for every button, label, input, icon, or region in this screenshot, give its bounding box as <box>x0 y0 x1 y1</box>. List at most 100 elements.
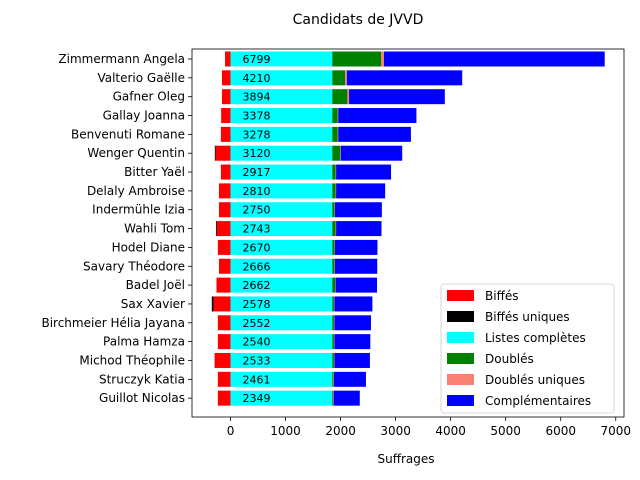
bar-biffes-hodel-diane <box>217 239 231 255</box>
x-tick-label-7000: 7000 <box>600 424 631 438</box>
bar-doubles-uniques-badel-joel <box>335 277 336 293</box>
bar-doubles-badel-joel <box>332 277 336 293</box>
bar-complementaires-palma-hamza <box>334 334 371 350</box>
y-tick-label-valterio-gaelle: Valterio Gaëlle <box>97 71 185 85</box>
data-label-hodel-diane: 2670 <box>243 241 271 254</box>
data-label-benvenuti-romane: 3278 <box>243 128 271 141</box>
bar-doubles-sax-xavier <box>332 296 334 312</box>
data-label-michod-theophile: 2533 <box>243 354 271 367</box>
legend-swatch-listes-completes <box>447 332 474 343</box>
bar-complementaires-gafner-oleg <box>349 89 445 105</box>
y-tick-label-indermuhle-izia: Indermühle Izia <box>92 203 185 217</box>
bar-listes-completes-sax-xavier <box>230 296 333 312</box>
chart-title: Candidats de JVVD <box>293 12 424 28</box>
bar-doubles-guillot-nicolas <box>332 390 334 406</box>
y-tick-label-wenger-quentin: Wenger Quentin <box>87 146 185 160</box>
y-tick-label-palma-hamza: Palma Hamza <box>103 335 185 349</box>
x-tick-label-4000: 4000 <box>435 424 466 438</box>
bar-doubles-birchmeier-helia-jayana <box>332 315 334 331</box>
bar-doubles-uniques-wenger-quentin <box>340 145 342 161</box>
bar-complementaires-valterio-gaelle <box>346 70 463 86</box>
bar-complementaires-wenger-quentin <box>340 145 403 161</box>
bar-complementaires-sax-xavier <box>334 296 373 312</box>
bar-doubles-bitter-yael <box>332 164 336 180</box>
data-label-zimmermann-angela: 6799 <box>243 53 271 66</box>
y-tick-label-gallay-joanna: Gallay Joanna <box>103 109 185 123</box>
bar-doubles-savary-theodore <box>332 258 335 274</box>
bar-doubles-wahli-tom <box>332 221 336 237</box>
bar-listes-completes-hodel-diane <box>230 239 333 255</box>
bar-complementaires-hodel-diane <box>335 239 378 255</box>
legend-swatch-doubles <box>447 353 474 364</box>
bar-doubles-gallay-joanna <box>332 108 338 124</box>
bar-complementaires-guillot-nicolas <box>333 390 360 406</box>
bar-biffes-uniques-wenger-quentin <box>214 145 216 161</box>
bar-doubles-valterio-gaelle <box>332 70 346 86</box>
bar-doubles-uniques-benvenuti-romane <box>337 126 339 142</box>
y-tick-label-struczyk-katia: Struczyk Katia <box>99 372 185 386</box>
bar-doubles-uniques-indermuhle-izia <box>334 202 336 218</box>
bar-biffes-savary-theodore <box>218 258 231 274</box>
bar-listes-completes-struczyk-katia <box>230 371 333 387</box>
bar-biffes-struczyk-katia <box>217 371 231 387</box>
bar-doubles-uniques-delaly-ambroise <box>335 183 337 199</box>
x-tick-label-1000: 1000 <box>270 424 301 438</box>
bar-doubles-palma-hamza <box>332 334 334 350</box>
y-tick-label-wahli-tom: Wahli Tom <box>124 222 185 236</box>
bar-doubles-zimmermann-angela <box>332 51 382 67</box>
bar-biffes-palma-hamza <box>217 334 231 350</box>
y-tick-label-benvenuti-romane: Benvenuti Romane <box>71 127 185 141</box>
bar-listes-completes-bitter-yael <box>230 164 333 180</box>
legend-swatch-doubles-uniques <box>447 374 474 385</box>
data-label-struczyk-katia: 2461 <box>243 373 271 386</box>
y-tick-label-hodel-diane: Hodel Diane <box>112 240 185 254</box>
data-label-wenger-quentin: 3120 <box>243 147 271 160</box>
bar-biffes-uniques-wahli-tom <box>216 221 217 237</box>
data-label-gallay-joanna: 3378 <box>243 110 271 123</box>
data-label-badel-joel: 2662 <box>243 279 271 292</box>
bar-complementaires-birchmeier-helia-jayana <box>334 315 371 331</box>
bar-doubles-delaly-ambroise <box>332 183 336 199</box>
bar-listes-completes-wahli-tom <box>230 221 333 237</box>
bar-doubles-uniques-savary-theodore <box>334 258 336 274</box>
bar-doubles-michod-theophile <box>332 352 334 368</box>
bar-complementaires-gallay-joanna <box>338 108 417 124</box>
x-tick-label-0: 0 <box>227 424 235 438</box>
bar-doubles-uniques-gafner-oleg <box>347 89 350 105</box>
bar-biffes-bitter-yael <box>220 164 231 180</box>
bar-doubles-uniques-valterio-gaelle <box>345 70 347 86</box>
bar-complementaires-struczyk-katia <box>333 371 366 387</box>
bar-biffes-badel-joel <box>216 277 231 293</box>
y-tick-label-savary-theodore: Savary Théodore <box>83 259 185 273</box>
bar-doubles-uniques-gallay-joanna <box>337 108 339 124</box>
bar-complementaires-wahli-tom <box>336 221 382 237</box>
bar-biffes-zimmermann-angela <box>225 51 231 67</box>
y-tick-label-badel-joel: Badel Joël <box>126 278 185 292</box>
data-label-birchmeier-helia-jayana: 2552 <box>243 317 271 330</box>
data-label-gafner-oleg: 3894 <box>243 91 271 104</box>
legend-label-listes-completes: Listes complètes <box>485 331 586 345</box>
bar-doubles-uniques-birchmeier-helia-jayana <box>333 315 335 331</box>
bar-listes-completes-savary-theodore <box>230 258 333 274</box>
bar-listes-completes-gafner-oleg <box>230 89 333 105</box>
bar-biffes-uniques-sax-xavier <box>211 296 214 312</box>
bar-doubles-uniques-michod-theophile <box>333 352 335 368</box>
bar-biffes-indermuhle-izia <box>218 202 231 218</box>
bar-doubles-uniques-guillot-nicolas <box>333 390 334 406</box>
bar-listes-completes-michod-theophile <box>230 352 333 368</box>
data-label-wahli-tom: 2743 <box>243 223 271 236</box>
bar-listes-completes-benvenuti-romane <box>230 126 333 142</box>
data-label-valterio-gaelle: 4210 <box>243 72 271 85</box>
bar-doubles-indermuhle-izia <box>332 202 335 218</box>
bar-complementaires-delaly-ambroise <box>336 183 386 199</box>
bar-listes-completes-indermuhle-izia <box>230 202 333 218</box>
x-tick-label-2000: 2000 <box>325 424 356 438</box>
bar-listes-completes-gallay-joanna <box>230 108 333 124</box>
bar-listes-completes-birchmeier-helia-jayana <box>230 315 333 331</box>
bar-complementaires-bitter-yael <box>336 164 392 180</box>
legend-label-doubles-uniques: Doublés uniques <box>485 373 585 387</box>
legend-label-biffes: Biffés <box>485 289 518 303</box>
bar-biffes-wenger-quentin <box>215 145 231 161</box>
x-tick-label-3000: 3000 <box>380 424 411 438</box>
